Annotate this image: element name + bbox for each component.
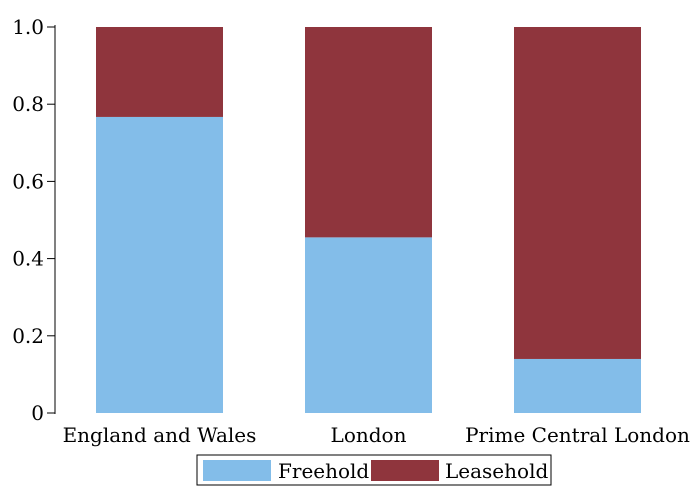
x-tick-label: London <box>331 423 407 447</box>
y-tick-label: 1.0 <box>12 15 44 39</box>
x-tick-label: England and Wales <box>63 423 257 447</box>
legend-swatch-freehold <box>203 460 271 481</box>
bar-freehold-1 <box>96 116 223 414</box>
bar-freehold-2 <box>305 237 432 413</box>
legend-label-leasehold: Leasehold <box>445 459 548 483</box>
axes: 0 0.2 0.4 0.6 0.8 1.0 England and Wales London P… <box>12 15 690 447</box>
bar-leasehold-2 <box>305 27 432 238</box>
x-tick-label: Prime Central London <box>465 423 690 447</box>
legend-label-freehold: Freehold <box>278 459 369 483</box>
y-tick-label: 0 <box>31 401 44 425</box>
bar-leasehold-1 <box>96 27 223 117</box>
legend: Freehold Leasehold <box>196 454 552 486</box>
bars <box>96 27 641 414</box>
legend-swatch-leasehold <box>371 460 439 481</box>
bar-freehold-3 <box>514 358 641 413</box>
y-tick-label: 0.4 <box>12 247 44 271</box>
bar-leasehold-3 <box>514 27 641 359</box>
y-tick-label: 0.2 <box>12 324 44 348</box>
y-tick-label: 0.6 <box>12 169 44 193</box>
y-tick-label: 0.8 <box>12 92 44 116</box>
